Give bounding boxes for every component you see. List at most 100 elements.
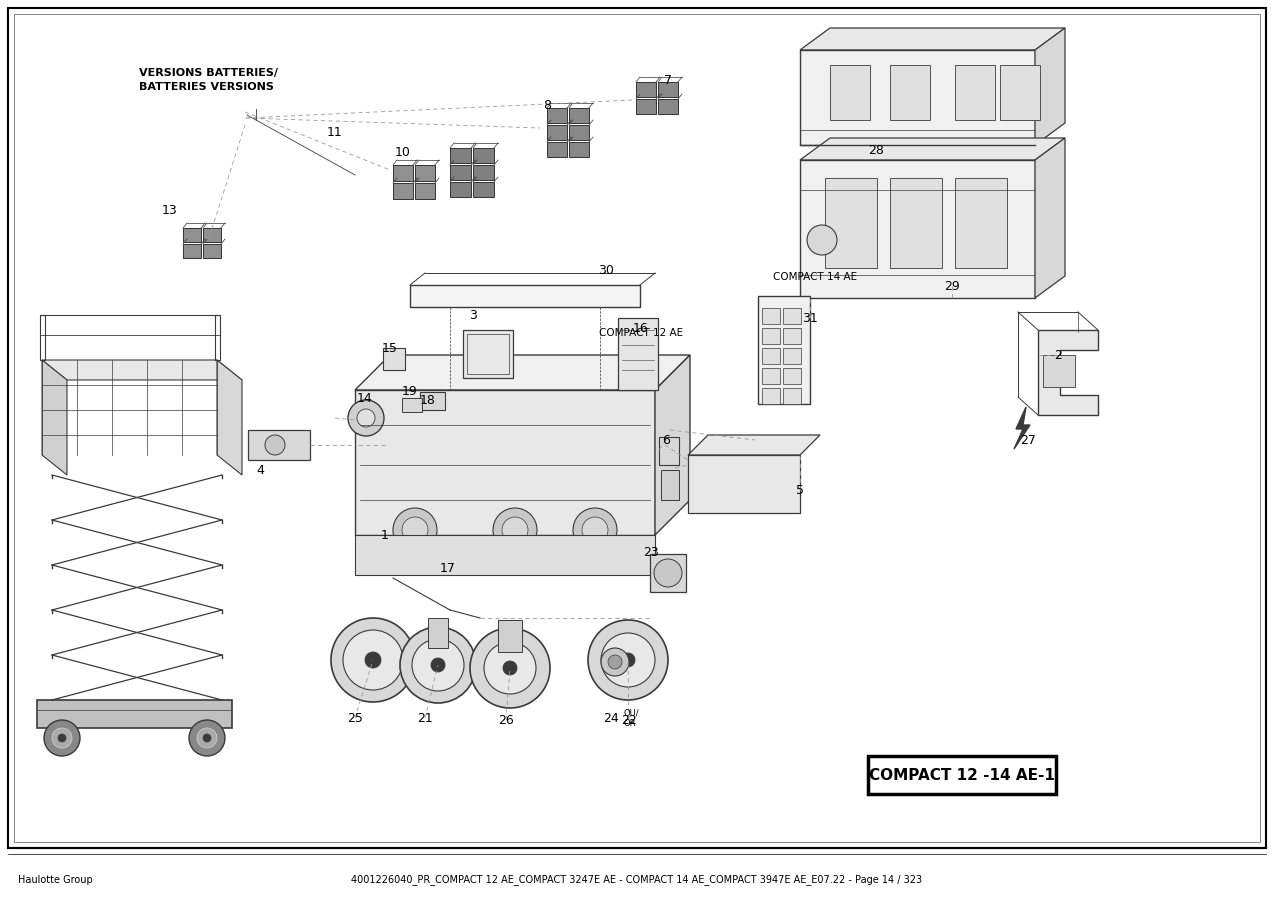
Circle shape xyxy=(348,400,383,436)
Circle shape xyxy=(502,517,527,543)
Bar xyxy=(450,148,471,163)
Circle shape xyxy=(403,517,428,543)
Bar xyxy=(784,368,801,384)
Bar xyxy=(762,348,780,364)
Circle shape xyxy=(59,734,66,742)
Circle shape xyxy=(806,225,837,255)
Circle shape xyxy=(45,720,80,756)
Bar xyxy=(473,165,494,180)
Text: 23: 23 xyxy=(643,545,659,558)
Text: 25: 25 xyxy=(347,711,363,724)
Bar xyxy=(657,82,678,97)
Bar xyxy=(215,315,220,360)
Bar xyxy=(450,182,471,197)
Bar xyxy=(498,620,522,652)
Bar xyxy=(410,285,640,307)
Bar xyxy=(758,296,810,404)
Bar xyxy=(569,142,589,157)
Circle shape xyxy=(189,720,225,756)
Text: 4001226040_PR_COMPACT 12 AE_COMPACT 3247E AE - COMPACT 14 AE_COMPACT 3947E AE_E0: 4001226040_PR_COMPACT 12 AE_COMPACT 3247… xyxy=(352,875,922,886)
Circle shape xyxy=(331,618,415,702)
Bar xyxy=(661,470,679,500)
Text: 30: 30 xyxy=(598,263,614,276)
Polygon shape xyxy=(355,390,655,535)
Bar xyxy=(462,330,513,378)
Polygon shape xyxy=(1034,138,1065,298)
Bar xyxy=(473,182,494,197)
Bar xyxy=(183,228,201,242)
Bar xyxy=(547,142,567,157)
Bar xyxy=(636,82,656,97)
Bar xyxy=(868,756,1056,794)
Polygon shape xyxy=(248,430,310,460)
Text: Haulotte Group: Haulotte Group xyxy=(18,875,93,885)
Bar xyxy=(355,535,655,575)
Bar xyxy=(762,328,780,344)
Bar xyxy=(688,455,800,513)
Text: OU/: OU/ xyxy=(623,709,638,718)
Circle shape xyxy=(470,628,550,708)
Text: COMPACT 14 AE: COMPACT 14 AE xyxy=(773,272,857,282)
Circle shape xyxy=(484,642,536,694)
Circle shape xyxy=(582,517,608,543)
Circle shape xyxy=(343,630,403,690)
Text: 7: 7 xyxy=(664,73,671,86)
Circle shape xyxy=(608,655,622,669)
Polygon shape xyxy=(42,360,242,380)
Text: 4: 4 xyxy=(256,464,264,476)
Text: 15: 15 xyxy=(382,341,397,354)
Bar xyxy=(784,308,801,324)
Bar xyxy=(784,348,801,364)
Polygon shape xyxy=(800,138,1065,160)
Text: VERSIONS BATTERIES/
BATTERIES VERSIONS: VERSIONS BATTERIES/ BATTERIES VERSIONS xyxy=(139,68,278,92)
Bar xyxy=(1043,355,1075,387)
Circle shape xyxy=(589,620,668,700)
Text: 31: 31 xyxy=(803,311,818,324)
Bar xyxy=(415,183,434,199)
Text: COMPACT 12 -14 AE-1: COMPACT 12 -14 AE-1 xyxy=(869,767,1055,782)
Text: 13: 13 xyxy=(162,204,178,217)
Polygon shape xyxy=(355,355,691,390)
Text: 1: 1 xyxy=(381,529,389,542)
Circle shape xyxy=(412,639,464,691)
Circle shape xyxy=(364,652,381,668)
Text: 10: 10 xyxy=(395,145,412,159)
Bar xyxy=(762,308,780,324)
Bar xyxy=(37,700,232,728)
Text: 2: 2 xyxy=(1054,349,1063,362)
Bar xyxy=(826,178,877,268)
Bar xyxy=(956,65,995,120)
Bar xyxy=(468,334,510,374)
Circle shape xyxy=(197,728,217,748)
Text: OR: OR xyxy=(623,719,636,727)
Bar xyxy=(800,160,1034,298)
Circle shape xyxy=(203,734,211,742)
Circle shape xyxy=(431,658,445,672)
Bar xyxy=(784,388,801,404)
Text: 17: 17 xyxy=(440,562,456,575)
Text: 28: 28 xyxy=(868,143,884,156)
Circle shape xyxy=(265,435,285,455)
Text: 27: 27 xyxy=(1020,433,1036,446)
Bar xyxy=(956,178,1006,268)
Bar xyxy=(762,368,780,384)
Bar xyxy=(473,148,494,163)
Text: 3: 3 xyxy=(469,308,476,321)
Text: 24: 24 xyxy=(603,711,619,724)
Bar xyxy=(657,99,678,114)
Circle shape xyxy=(654,559,682,587)
Bar xyxy=(547,108,567,123)
Polygon shape xyxy=(1038,330,1098,415)
Bar xyxy=(784,328,801,344)
Bar xyxy=(618,318,657,390)
Bar xyxy=(403,398,422,412)
Bar xyxy=(203,244,220,258)
Circle shape xyxy=(493,508,538,552)
Polygon shape xyxy=(655,355,691,535)
Bar xyxy=(547,125,567,140)
Bar xyxy=(762,388,780,404)
Text: 8: 8 xyxy=(543,98,550,111)
Polygon shape xyxy=(217,360,242,475)
Text: 26: 26 xyxy=(498,713,513,726)
Text: 22: 22 xyxy=(622,713,637,726)
